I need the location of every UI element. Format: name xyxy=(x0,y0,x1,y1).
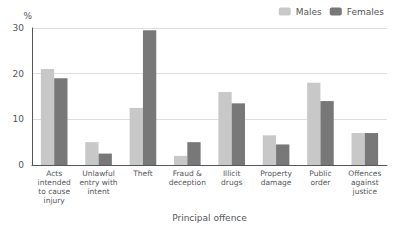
svg-text:Females: Females xyxy=(347,7,385,17)
svg-text:Males: Males xyxy=(296,7,322,17)
svg-text:10: 10 xyxy=(13,114,25,124)
svg-text:Public: Public xyxy=(309,169,331,178)
svg-text:%: % xyxy=(23,11,32,21)
svg-text:0: 0 xyxy=(18,160,24,170)
svg-text:intent: intent xyxy=(88,187,110,196)
svg-text:Unlawful: Unlawful xyxy=(82,169,115,178)
svg-text:order: order xyxy=(310,178,331,187)
svg-text:30: 30 xyxy=(13,23,25,33)
svg-text:Illicit: Illicit xyxy=(223,169,241,178)
svg-text:Theft: Theft xyxy=(132,169,152,178)
svg-text:Property: Property xyxy=(260,169,292,178)
svg-text:entry with: entry with xyxy=(79,178,117,187)
svg-text:justice: justice xyxy=(352,187,378,196)
svg-text:intended: intended xyxy=(38,178,72,187)
svg-text:20: 20 xyxy=(13,69,25,79)
svg-text:Offences: Offences xyxy=(348,169,381,178)
svg-text:Acts: Acts xyxy=(46,169,62,178)
svg-text:drugs: drugs xyxy=(221,178,242,187)
svg-text:against: against xyxy=(351,178,379,187)
svg-text:damage: damage xyxy=(261,178,292,187)
svg-text:injury: injury xyxy=(44,196,66,205)
svg-text:to cause: to cause xyxy=(38,187,70,196)
svg-text:deception: deception xyxy=(169,178,206,187)
svg-text:Fraud &: Fraud & xyxy=(173,169,202,178)
svg-text:Principal offence: Principal offence xyxy=(172,213,247,223)
